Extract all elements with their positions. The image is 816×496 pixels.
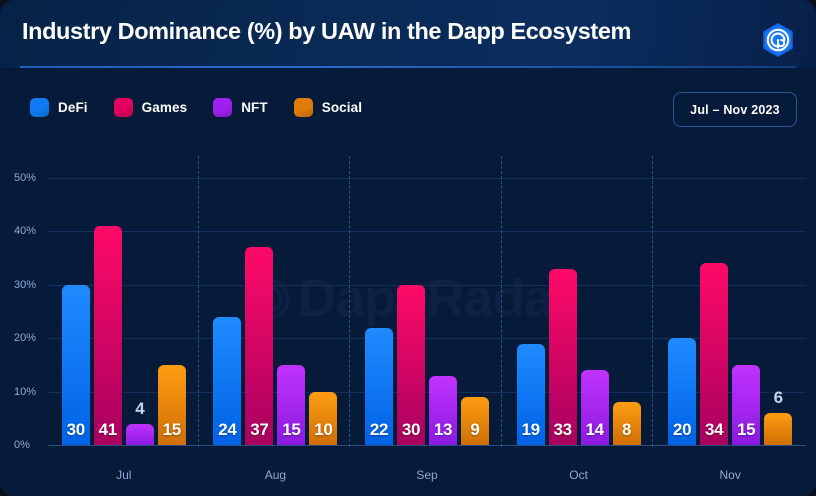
bar-social-sep[interactable]: 9 [461, 396, 489, 445]
legend-item-nft[interactable]: NFT [213, 98, 268, 117]
gridline-20 [48, 338, 806, 340]
bar-value-label: 30 [66, 419, 86, 439]
chart-plot-area: DappRadar 0% 10% 20% 30% 40% 50% 30 41 4 15 Jul 24 3… [0, 150, 816, 482]
gridline-10 [48, 391, 806, 393]
bar-value-label: 41 [98, 419, 118, 439]
bar-nft-nov[interactable]: 15 [732, 364, 761, 445]
x-axis-tick-label: Sep [416, 468, 438, 482]
chart-legend: DeFi Games NFT Social [30, 98, 362, 117]
bar-value-label: 33 [553, 419, 572, 439]
y-axis-tick-label: 20% [14, 332, 37, 345]
bar-games-sep[interactable]: 30 [397, 284, 425, 445]
bar-value-label: 15 [282, 419, 301, 439]
legend-label-social: Social [321, 100, 363, 115]
bar-defi-sep[interactable]: 22 [365, 327, 393, 445]
card-header: Industry Dominance (%) by UAW in the Dap… [0, 0, 816, 68]
legend-swatch-nft [213, 98, 233, 117]
legend-label-nft: NFT [241, 100, 268, 115]
bar-nft-aug[interactable]: 15 [277, 364, 306, 445]
bar-value-label: 24 [218, 419, 237, 439]
gridline-30 [48, 284, 806, 286]
bar-defi-nov[interactable]: 20 [668, 338, 697, 445]
legend-swatch-defi [30, 98, 49, 117]
bar-value-label: 15 [737, 419, 756, 439]
gridline-50 [48, 178, 806, 180]
bar-social-aug[interactable]: 10 [309, 391, 338, 445]
legend-label-defi: DeFi [58, 100, 88, 115]
bar-value-label: 13 [433, 419, 453, 439]
bar-value-label: 19 [521, 419, 540, 439]
y-axis-tick-label: 0% [14, 439, 30, 451]
date-range-badge[interactable]: Jul – Nov 2023 [673, 92, 797, 127]
bar-games-oct[interactable]: 33 [548, 268, 577, 445]
legend-label-games: Games [141, 100, 188, 115]
bar-defi-oct[interactable]: 19 [516, 343, 545, 445]
bar-value-label: 6 [773, 387, 783, 407]
x-axis-tick-label: Oct [569, 468, 588, 482]
bar-games-nov[interactable]: 34 [700, 263, 729, 445]
bar-social-oct[interactable]: 8 [612, 402, 641, 445]
bar-nft-sep[interactable]: 13 [429, 375, 457, 445]
gridline-0 [48, 445, 806, 446]
bar-nft-oct[interactable]: 14 [580, 370, 609, 445]
watermark-text: DappRadar [298, 269, 573, 328]
x-axis-tick-label: Nov [719, 468, 741, 482]
bar-value-label: 10 [314, 419, 333, 439]
dappradar-hexagon-logo-icon [758, 20, 798, 60]
bar-defi-aug[interactable]: 24 [213, 316, 242, 445]
bar-defi-jul[interactable]: 30 [61, 284, 90, 445]
bar-value-label: 20 [673, 419, 692, 439]
y-axis-tick-label: 50% [14, 172, 37, 185]
legend-item-defi[interactable]: DeFi [30, 98, 88, 117]
gridline-40 [48, 231, 806, 233]
x-axis-tick-label: Aug [264, 468, 287, 482]
group-separator [349, 156, 351, 447]
y-axis-tick-label: 30% [14, 278, 37, 291]
bar-value-label: 8 [622, 419, 632, 439]
legend-swatch-games [113, 98, 133, 117]
legend-item-games[interactable]: Games [113, 98, 188, 117]
legend-swatch-social [293, 98, 313, 117]
page-title: Industry Dominance (%) by UAW in the Dap… [22, 18, 631, 44]
bar-value-label: 37 [250, 419, 269, 439]
group-separator [500, 156, 502, 447]
bar-games-aug[interactable]: 37 [245, 247, 274, 445]
bar-value-label: 34 [705, 419, 724, 439]
bar-value-label: 15 [162, 419, 182, 439]
bar-value-label: 14 [585, 419, 604, 439]
bar-value-label: 22 [369, 419, 389, 439]
group-separator [197, 156, 199, 447]
bar-social-jul[interactable]: 15 [157, 364, 186, 445]
bar-value-label: 4 [135, 398, 145, 418]
x-axis-tick-label: Jul [116, 468, 132, 482]
y-axis-tick-label: 10% [14, 385, 37, 398]
bar-nft-jul[interactable]: 4 [125, 399, 154, 445]
header-divider [20, 66, 796, 68]
group-separator [652, 156, 654, 447]
y-axis-tick-label: 40% [14, 225, 37, 238]
bar-value-label: 9 [470, 419, 480, 439]
bar-social-nov[interactable]: 6 [764, 388, 793, 445]
bar-games-jul[interactable]: 41 [93, 226, 122, 445]
legend-item-social[interactable]: Social [293, 98, 363, 117]
date-range-label: Jul – Nov 2023 [690, 102, 780, 117]
bar-value-label: 30 [401, 419, 421, 439]
